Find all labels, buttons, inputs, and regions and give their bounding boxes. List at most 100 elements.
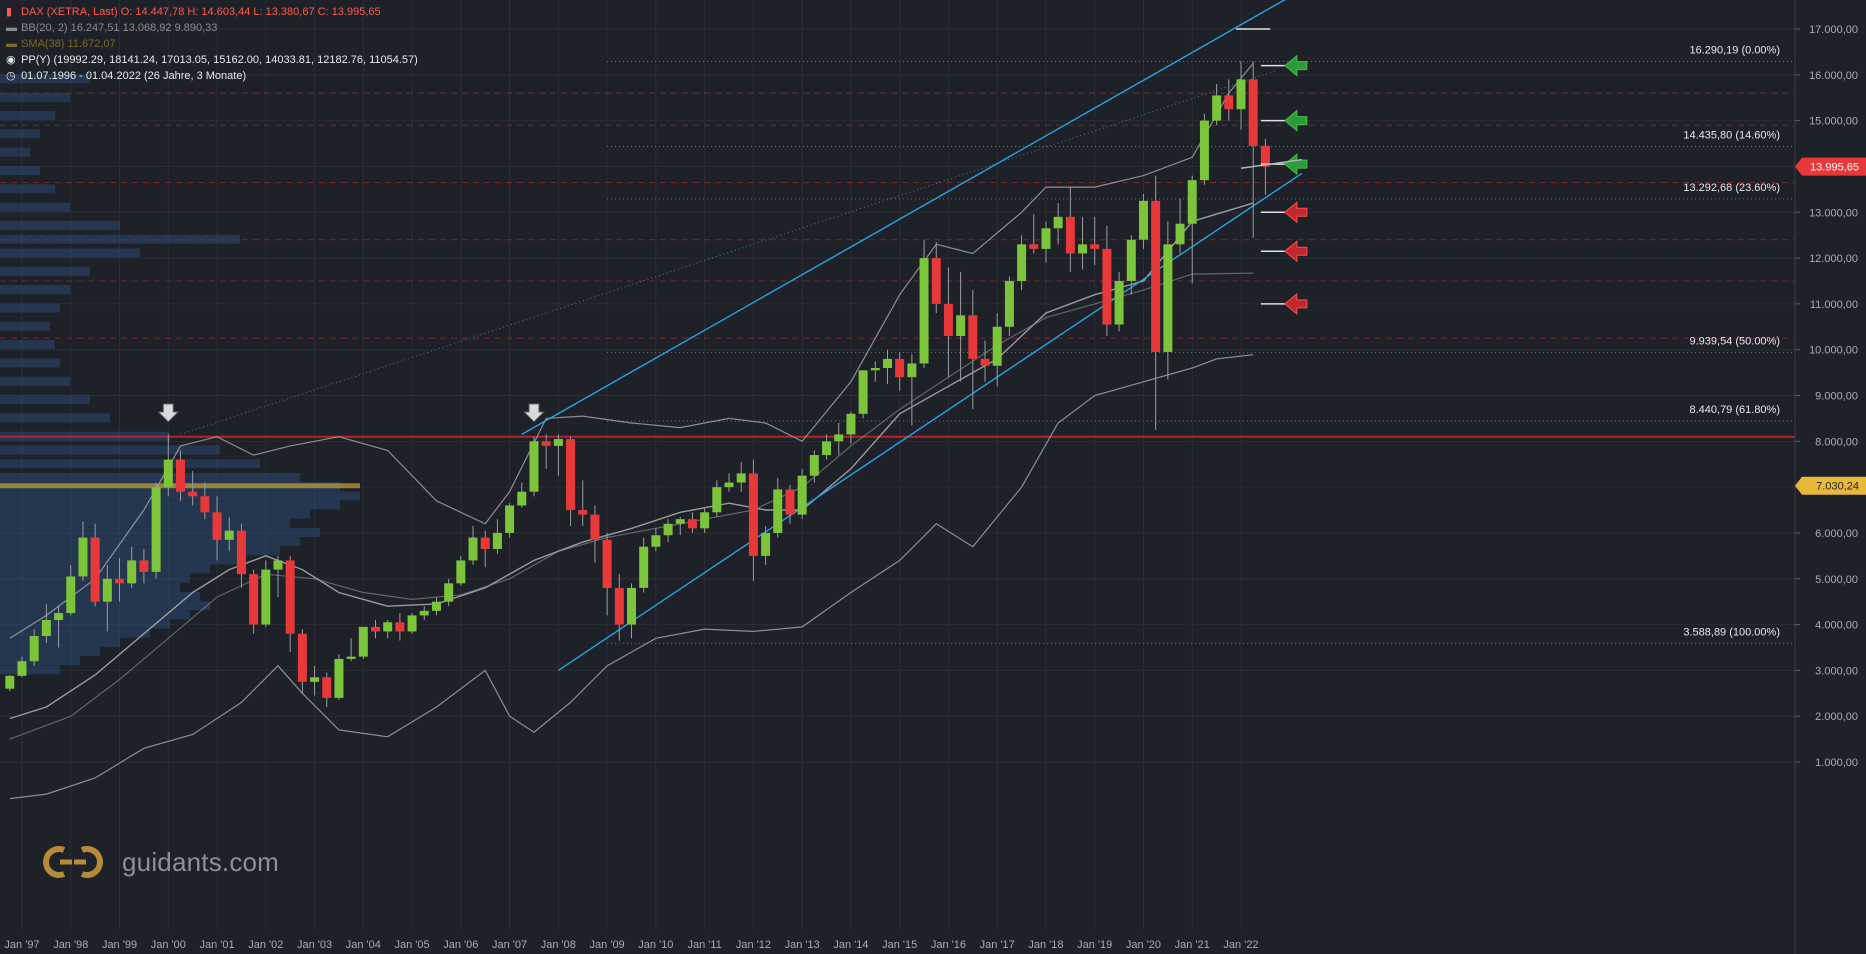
time-axis-label: Jan '01 <box>199 939 234 951</box>
candle-up <box>736 473 746 483</box>
bollinger-values: 16.247,51 13.068,92 9.890,33 <box>70 22 218 34</box>
time-axis-label: Jan '10 <box>638 939 673 951</box>
candle-down <box>1151 200 1161 352</box>
axis-tick-label: 3.000,00 <box>1815 665 1858 677</box>
axis-tick-label: 5.000,00 <box>1815 574 1858 586</box>
volume-profile-bar <box>0 234 240 244</box>
bollinger-lower-line <box>9 354 1254 800</box>
candle-up <box>797 475 807 515</box>
candle-up <box>383 622 393 632</box>
axis-tick-label: 15.000,00 <box>1809 116 1858 128</box>
time-axis-label: Jan '05 <box>395 939 430 951</box>
axis-tick-label: 17.000,00 <box>1809 24 1858 36</box>
candle-up <box>773 489 783 533</box>
volume-profile-bar <box>0 546 280 556</box>
time-axis-label: Jan '08 <box>541 939 576 951</box>
candle-up <box>431 601 441 611</box>
candle-up <box>1175 223 1185 245</box>
candle-up <box>407 615 417 632</box>
candle-down <box>212 512 222 540</box>
candle-up <box>1212 95 1222 121</box>
candle-up <box>675 519 685 524</box>
time-axis-label: Jan '13 <box>785 939 820 951</box>
header-sma-row[interactable]: ▬ SMA(38) 11.672,07 <box>6 37 116 51</box>
candle-up <box>712 487 722 513</box>
header-pivot-row[interactable]: ◉ PP(Y) (19992.29, 18141.24, 17013.05, 1… <box>6 53 418 67</box>
volume-profile-bar <box>0 619 170 629</box>
axis-tick-label: 8.000,00 <box>1815 436 1858 448</box>
clock-icon: ◷ <box>6 70 16 82</box>
axis-tick-label: 10.000,00 <box>1809 345 1858 357</box>
candle-down <box>1029 244 1039 249</box>
time-axis: Jan '97 Jan '98 Jan '99 Jan '00 Jan '01 Jan '… <box>4 939 1258 951</box>
header-range-row[interactable]: ◷ 01.07.1996 - 01.04.2022 (26 Jahre, 3 M… <box>6 69 246 83</box>
volume-profile-bar <box>0 266 90 276</box>
candle-up <box>663 523 673 536</box>
volume-profile-bar <box>0 592 200 602</box>
indicator-lines <box>9 0 1303 800</box>
price-tag <box>1795 476 1866 495</box>
candle-up <box>858 370 868 414</box>
candle-up <box>627 587 636 625</box>
time-axis-label: Jan '11 <box>687 939 721 951</box>
axis-tick-label: 9.000,00 <box>1815 391 1858 403</box>
candle-up <box>1126 239 1136 281</box>
candle-down <box>236 530 246 575</box>
channel-lower-line <box>558 172 1303 671</box>
volume-profile-bar <box>0 129 40 139</box>
volume-profile-bar <box>0 285 70 295</box>
fibonacci-label: 3.588,89 (100.00%) <box>1683 626 1780 638</box>
symbol-name[interactable]: DAX (XETRA, Last) <box>21 6 118 18</box>
date-range: 01.07.1996 - 01.04.2022 <box>21 70 141 82</box>
candle-up <box>5 675 15 689</box>
axis-tick-label: 13.000,00 <box>1809 207 1858 219</box>
candle-up <box>468 537 478 561</box>
time-axis-label: Jan '99 <box>102 939 137 951</box>
candle-up <box>1004 280 1014 327</box>
volume-profile-bar <box>0 395 90 405</box>
volume-profile-bar <box>0 628 150 638</box>
time-axis-label: Jan '07 <box>492 939 527 951</box>
green-arrow-icon <box>1284 153 1308 176</box>
annotations <box>157 28 1308 423</box>
candle-up <box>444 583 454 602</box>
candle-down <box>602 539 612 588</box>
header-bollinger-row[interactable]: ▬ BB(20, 2) 16.247,51 13.068,92 9.890,33 <box>6 21 217 35</box>
time-axis-label: Jan '04 <box>346 939 381 951</box>
candle-up <box>1236 79 1246 110</box>
volume-profile-bar <box>0 220 120 230</box>
time-axis-label: Jan '00 <box>151 939 186 951</box>
sma-value: 11.672,07 <box>67 38 116 50</box>
pivot-trend-line <box>1240 158 1303 170</box>
candle-up <box>870 368 880 371</box>
candle-down <box>395 622 405 632</box>
candle-up <box>310 677 320 682</box>
time-axis-label: Jan '02 <box>248 939 283 951</box>
volume-profile-bar <box>0 518 290 528</box>
candle-up <box>1199 120 1209 181</box>
candles-icon: ▮ <box>6 6 13 18</box>
candle-up <box>1053 216 1063 229</box>
candle-down <box>748 473 758 556</box>
candle-down <box>297 633 307 682</box>
candle-down <box>566 439 576 511</box>
candle-down <box>188 491 198 497</box>
candle-up <box>1187 180 1197 224</box>
time-axis-label: Jan '97 <box>4 939 39 951</box>
guidants-logo: guidants.com <box>38 842 279 882</box>
bollinger-label: BB(20, 2) <box>21 22 68 34</box>
candle-up <box>809 455 819 476</box>
candle-down <box>1224 95 1234 110</box>
time-axis-label: Jan '03 <box>297 939 332 951</box>
candle-down <box>1248 79 1258 146</box>
time-axis-label: Jan '14 <box>833 939 868 951</box>
time-axis-label: Jan '16 <box>931 939 966 951</box>
candle-up <box>1017 244 1027 281</box>
red-arrow-icon <box>1284 240 1308 263</box>
green-arrow-icon <box>1284 54 1308 77</box>
candle-down <box>931 258 941 304</box>
candle-down <box>980 358 990 366</box>
candle-up <box>639 546 649 588</box>
